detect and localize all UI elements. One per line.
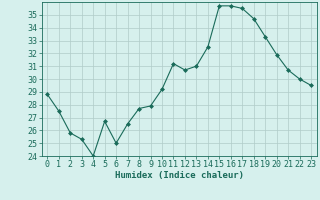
X-axis label: Humidex (Indice chaleur): Humidex (Indice chaleur) bbox=[115, 171, 244, 180]
